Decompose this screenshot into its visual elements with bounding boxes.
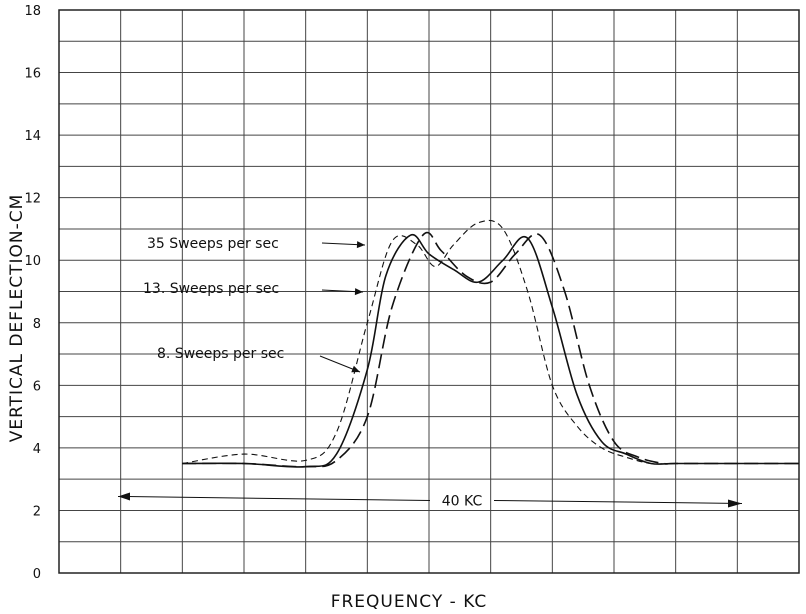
span-label: 40 KC (442, 493, 483, 509)
y-axis-label: VERTICAL DEFLECTION-CM (7, 194, 27, 443)
y-tick-labels: 0 2 4 6 8 10 12 14 16 18 (24, 4, 41, 582)
y-tick-label: 12 (24, 192, 41, 207)
y-tick-label: 14 (24, 129, 41, 144)
span-arrow-left (117, 495, 431, 501)
y-tick-label: 6 (33, 379, 41, 394)
series-annotations: 35 Sweeps per sec 13. Sweeps per sec 8. … (143, 236, 366, 373)
annotation-13-sweeps: 13. Sweeps per sec (143, 281, 279, 297)
grid (59, 10, 799, 573)
y-tick-label: 16 (24, 67, 41, 82)
annotation-arrowhead (351, 365, 360, 373)
span-arrow-right (493, 499, 743, 504)
annotation-8-sweeps: 8. Sweeps per sec (157, 346, 284, 362)
y-tick-label: 0 (33, 567, 41, 582)
span-annotation: 40 KC (117, 492, 743, 509)
span-arrowhead-right (728, 499, 742, 508)
y-tick-label: 4 (33, 442, 41, 457)
annotation-arrowhead (354, 288, 363, 296)
x-axis-label: FREQUENCY - KC (331, 592, 488, 612)
span-arrowhead-left (118, 492, 130, 501)
y-tick-label: 10 (24, 254, 41, 269)
series-line-2 (182, 231, 799, 468)
y-tick-label: 2 (33, 504, 41, 519)
y-tick-label: 18 (24, 4, 41, 19)
series-lines (182, 219, 799, 468)
annotation-arrowhead (356, 241, 365, 249)
annotation-35-sweeps: 35 Sweeps per sec (147, 236, 279, 252)
series-line-1 (182, 233, 799, 468)
y-tick-label: 8 (33, 317, 41, 332)
plot-frame (58, 9, 800, 574)
